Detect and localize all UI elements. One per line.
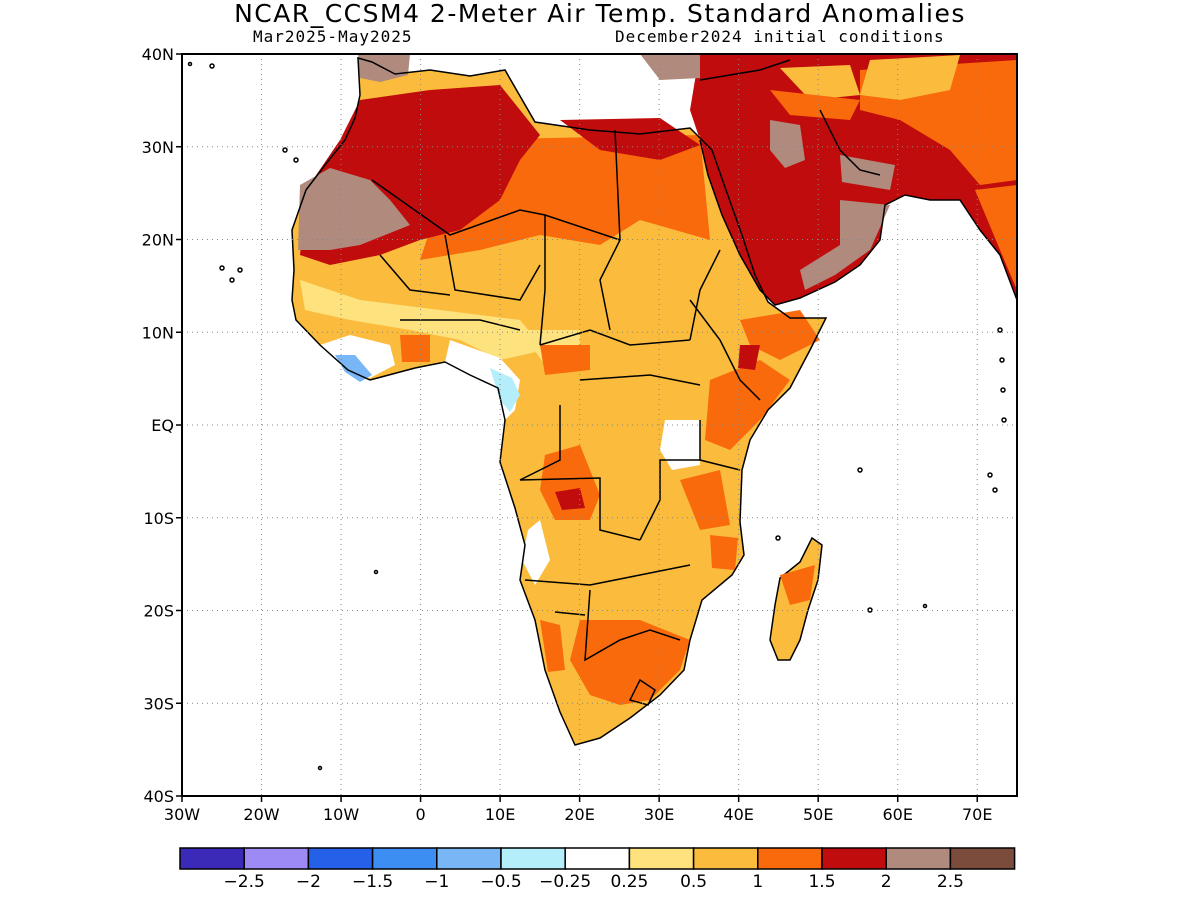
lon-label: 60E bbox=[882, 805, 912, 824]
legend-label: 0.5 bbox=[680, 872, 707, 892]
legend-swatch bbox=[436, 847, 502, 870]
legend-label: 1 bbox=[752, 872, 763, 892]
map-layers bbox=[187, 54, 1017, 771]
lon-label: 40E bbox=[723, 805, 753, 824]
lon-label: 20W bbox=[243, 805, 279, 824]
legend-label: −1.5 bbox=[352, 872, 393, 892]
lat-label: 20N bbox=[142, 231, 174, 250]
legend-swatch bbox=[307, 847, 374, 870]
legend-swatch bbox=[692, 847, 759, 870]
legend-swatch bbox=[500, 847, 566, 870]
lat-label: 10N bbox=[142, 323, 174, 342]
lat-label: 40S bbox=[143, 787, 174, 806]
legend-swatch bbox=[885, 847, 952, 870]
legend-label: −1 bbox=[424, 872, 449, 892]
lon-label: 0 bbox=[415, 805, 425, 824]
legend-swatch bbox=[243, 847, 310, 870]
legend-label: −0.5 bbox=[480, 872, 521, 892]
initial-conditions: December2024 initial conditions bbox=[615, 27, 945, 46]
lon-label: 50E bbox=[803, 805, 833, 824]
legend-label: 0.25 bbox=[610, 872, 648, 892]
color-legend: −2.5 −2 −1.5 −1 −0.5 −0.25 0.25 0.5 1 1.5 2 2.5 bbox=[179, 847, 1016, 892]
lat-label: 10S bbox=[143, 509, 174, 528]
legend-swatch bbox=[564, 847, 631, 870]
legend-swatch bbox=[371, 847, 438, 870]
gridlines bbox=[182, 54, 1017, 796]
lon-label: 10W bbox=[323, 805, 359, 824]
legend-label: 1.5 bbox=[808, 872, 835, 892]
legend-swatch bbox=[821, 847, 887, 870]
legend-label: −2.5 bbox=[224, 872, 265, 892]
legend-label: −2 bbox=[296, 872, 321, 892]
lat-label: EQ bbox=[151, 416, 174, 435]
lat-label: 30N bbox=[142, 138, 174, 157]
forecast-period: Mar2025-May2025 bbox=[253, 27, 413, 46]
lon-label: 30E bbox=[644, 805, 674, 824]
lat-label: 40N bbox=[142, 45, 174, 64]
lon-label: 30W bbox=[164, 805, 200, 824]
lon-label: 20E bbox=[564, 805, 594, 824]
legend-label: 2 bbox=[881, 872, 892, 892]
legend-swatch bbox=[949, 847, 1016, 870]
lat-label: 30S bbox=[143, 694, 174, 713]
legend-swatch bbox=[757, 847, 823, 870]
legend-swatch bbox=[628, 847, 695, 870]
lat-label: 20S bbox=[143, 602, 174, 621]
legend-label: 2.5 bbox=[937, 872, 964, 892]
anomaly-shading bbox=[298, 54, 1017, 705]
legend-label: −0.25 bbox=[539, 872, 591, 892]
country-borders bbox=[291, 56, 1017, 746]
lon-label: 70E bbox=[962, 805, 992, 824]
legend-swatch bbox=[179, 847, 245, 870]
lon-label: 10E bbox=[485, 805, 515, 824]
map-title: NCAR_CCSM4 2-Meter Air Temp. Standard An… bbox=[234, 0, 966, 28]
